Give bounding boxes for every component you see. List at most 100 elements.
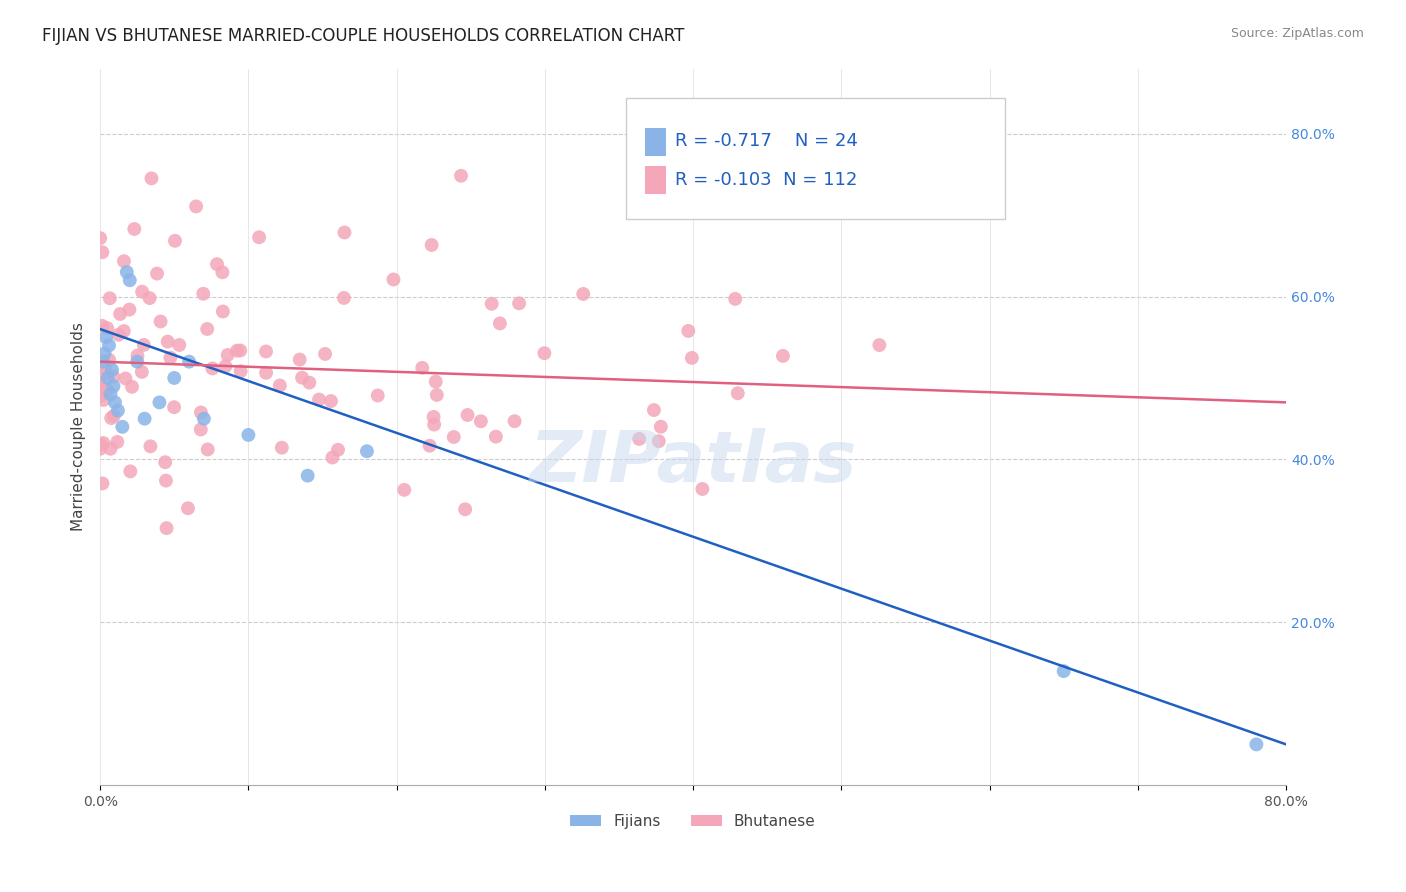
Text: FIJIAN VS BHUTANESE MARRIED-COUPLE HOUSEHOLDS CORRELATION CHART: FIJIAN VS BHUTANESE MARRIED-COUPLE HOUSE…: [42, 27, 685, 45]
Point: [127, 349, 149, 363]
Point: [214, 359, 236, 374]
Point: [98, 291, 121, 305]
Point: [89, 437, 111, 451]
Point: [103, 409, 125, 423]
Point: [470, 414, 492, 428]
Point: [426, 388, 449, 402]
Point: [254, 366, 277, 380]
Point: [139, 439, 162, 453]
Point: [114, 371, 136, 385]
Point: [450, 169, 472, 183]
Point: [229, 364, 252, 378]
Point: [149, 314, 172, 328]
Point: [107, 403, 129, 417]
Point: [308, 392, 330, 407]
Point: [167, 338, 190, 352]
Point: [134, 411, 156, 425]
Point: [297, 468, 319, 483]
Point: [333, 226, 356, 240]
Point: [457, 408, 479, 422]
Point: [572, 287, 595, 301]
Point: [118, 273, 141, 287]
Point: [485, 430, 508, 444]
Point: [108, 307, 131, 321]
Point: [201, 361, 224, 376]
Point: [423, 417, 446, 432]
Point: [211, 265, 233, 279]
Point: [93, 392, 115, 407]
Point: [131, 365, 153, 379]
Point: [96, 321, 118, 335]
Point: [100, 387, 122, 401]
Point: [96, 384, 118, 398]
Point: [131, 285, 153, 299]
Point: [155, 521, 177, 535]
Point: [104, 395, 127, 409]
Point: [269, 378, 291, 392]
Point: [111, 419, 134, 434]
Point: [197, 442, 219, 457]
Point: [772, 349, 794, 363]
Point: [190, 422, 212, 436]
Point: [422, 409, 444, 424]
Point: [91, 368, 114, 382]
Point: [146, 267, 169, 281]
Point: [628, 432, 651, 446]
Point: [105, 434, 128, 449]
Point: [454, 502, 477, 516]
Point: [724, 292, 747, 306]
Point: [121, 380, 143, 394]
Point: [89, 442, 111, 456]
Point: [91, 318, 114, 333]
Point: [238, 428, 260, 442]
Point: [1053, 664, 1076, 678]
Point: [177, 354, 200, 368]
Point: [333, 291, 356, 305]
Point: [443, 430, 465, 444]
Point: [288, 352, 311, 367]
Point: [112, 324, 135, 338]
Point: [101, 363, 124, 377]
Point: [93, 346, 115, 360]
Text: R = -0.103  N = 112: R = -0.103 N = 112: [675, 171, 858, 189]
Point: [94, 360, 117, 375]
Point: [90, 379, 112, 393]
Point: [177, 501, 200, 516]
Point: [692, 482, 714, 496]
Point: [489, 317, 512, 331]
Point: [103, 369, 125, 384]
Point: [394, 483, 416, 497]
Point: [124, 222, 146, 236]
Point: [326, 442, 349, 457]
Point: [100, 411, 122, 425]
Point: [141, 171, 163, 186]
Point: [163, 234, 186, 248]
Point: [419, 439, 441, 453]
Point: [163, 400, 186, 414]
Point: [205, 257, 228, 271]
Point: [155, 474, 177, 488]
Point: [98, 338, 121, 352]
Point: [91, 436, 114, 450]
Point: [247, 230, 270, 244]
Point: [727, 386, 749, 401]
Point: [481, 297, 503, 311]
Point: [678, 324, 700, 338]
Point: [94, 330, 117, 344]
Point: [321, 450, 343, 465]
Point: [503, 414, 526, 428]
Point: [127, 354, 149, 368]
Point: [648, 434, 671, 449]
Point: [229, 343, 252, 358]
Point: [107, 327, 129, 342]
Point: [193, 286, 215, 301]
Point: [217, 348, 239, 362]
Text: Source: ZipAtlas.com: Source: ZipAtlas.com: [1230, 27, 1364, 40]
Point: [112, 254, 135, 268]
Point: [148, 395, 170, 409]
Point: [356, 444, 378, 458]
Text: R = -0.717    N = 24: R = -0.717 N = 24: [675, 132, 858, 150]
Point: [314, 347, 336, 361]
Point: [681, 351, 703, 365]
Legend: Fijians, Bhutanese: Fijians, Bhutanese: [564, 807, 821, 835]
